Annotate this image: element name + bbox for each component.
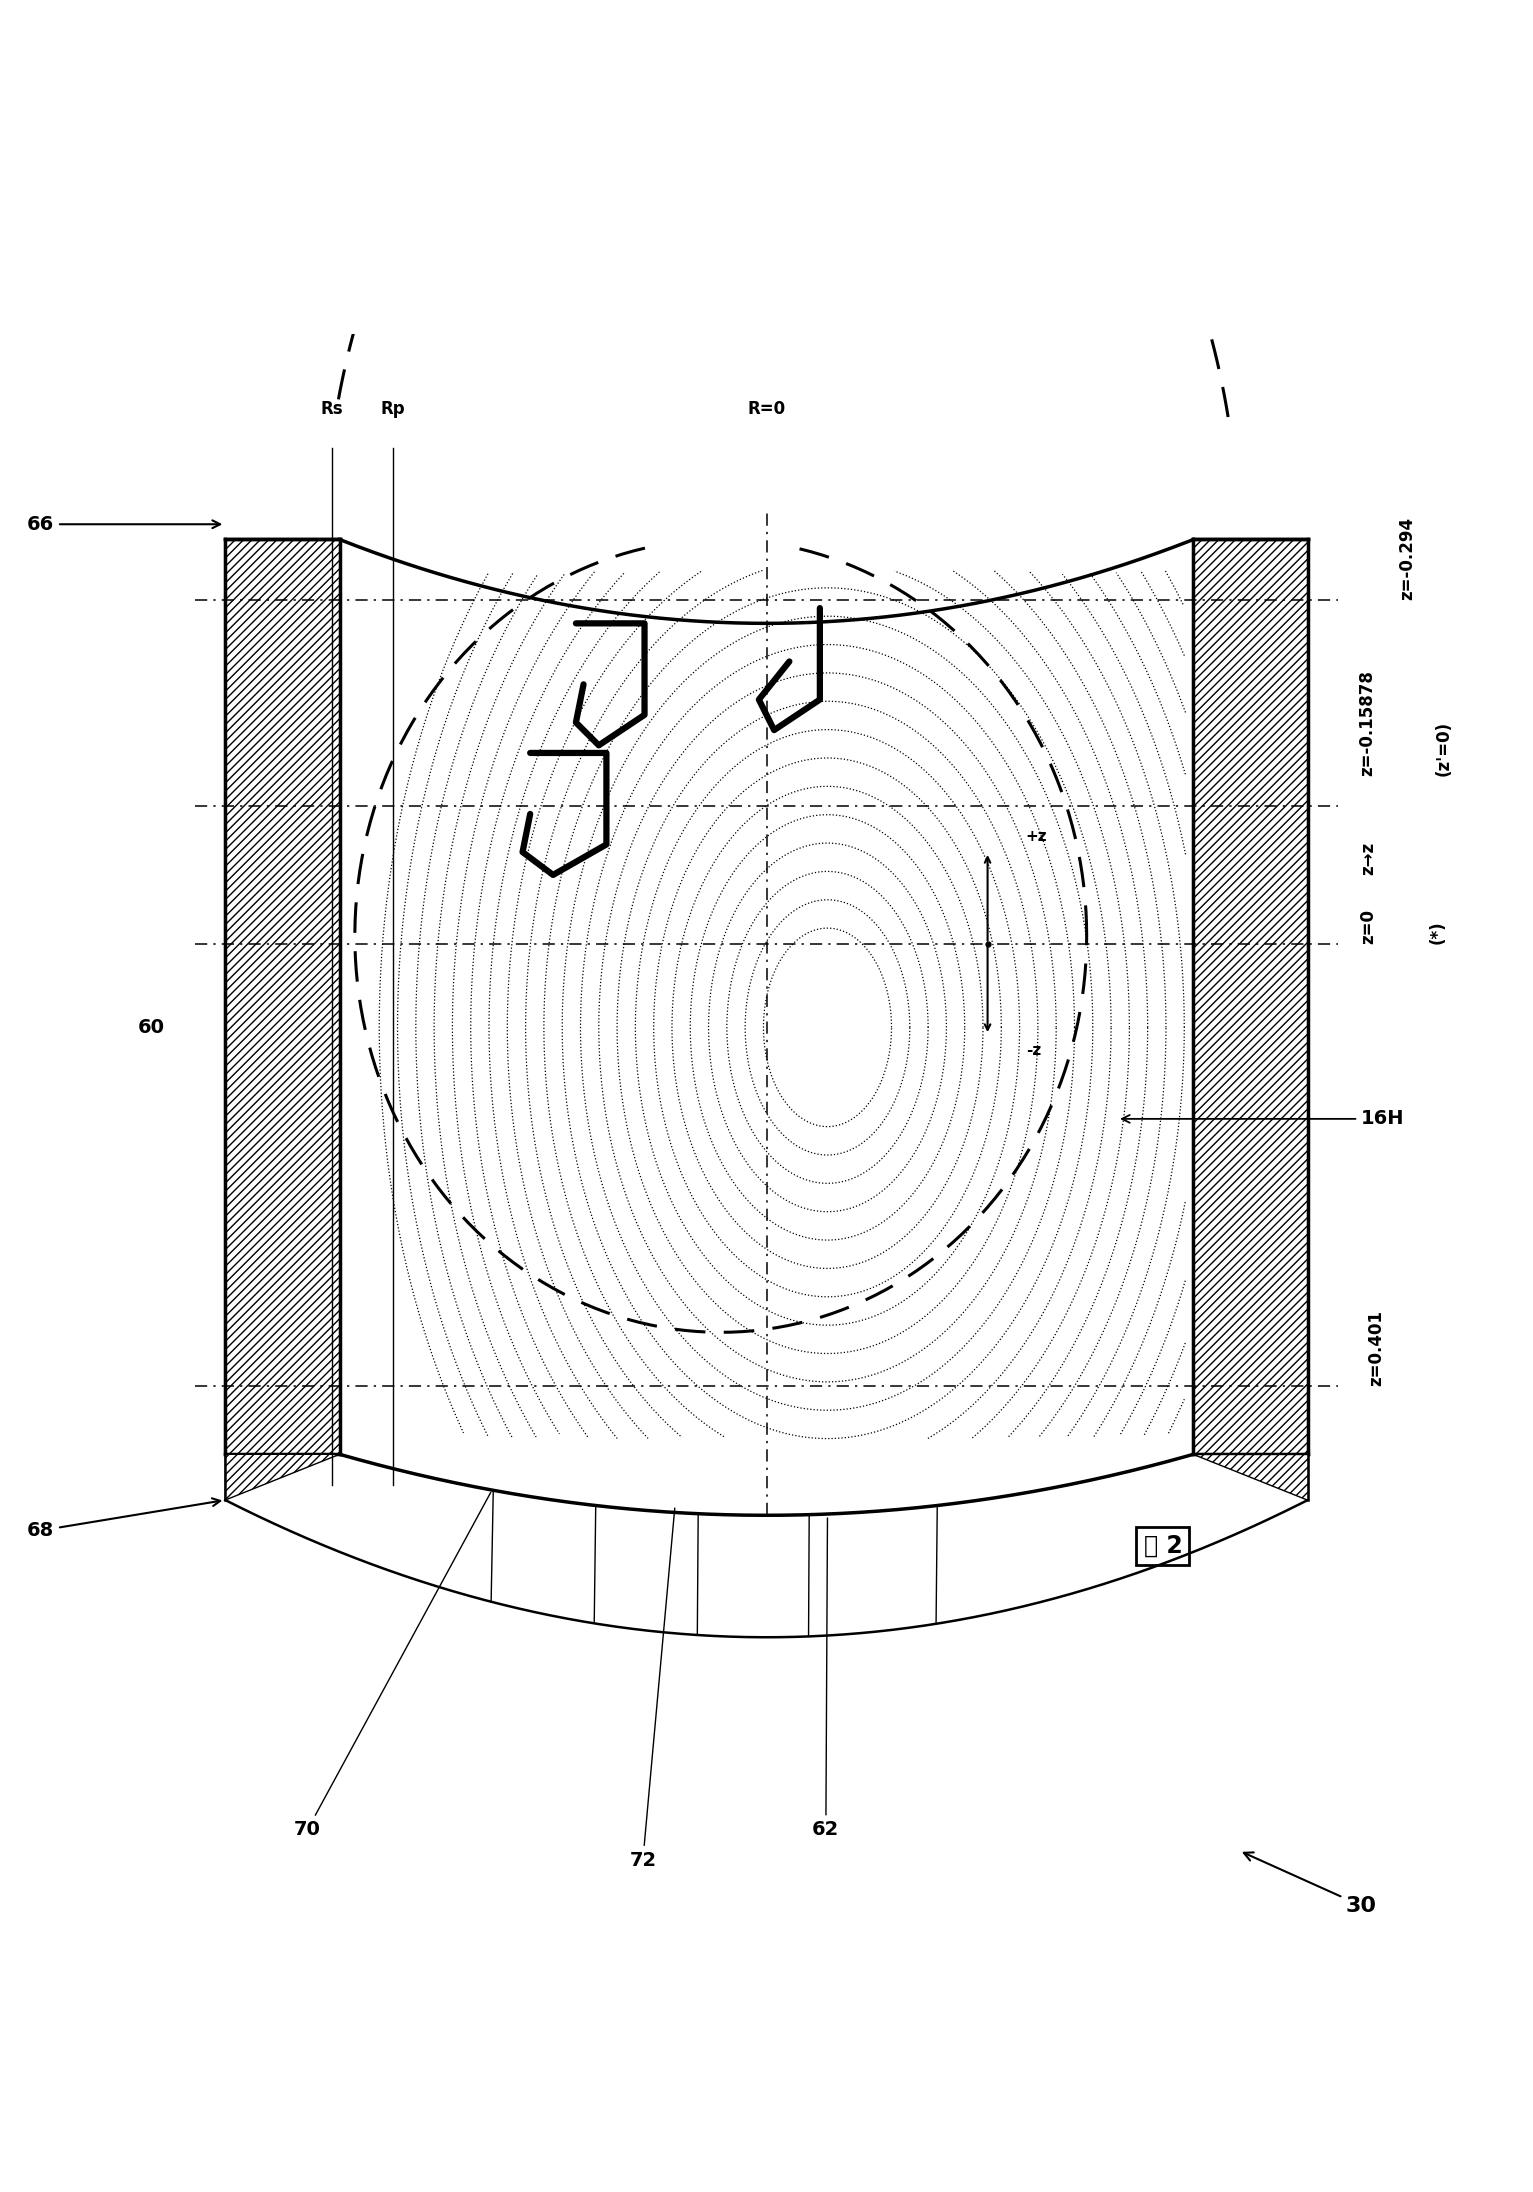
Text: 70: 70 bbox=[294, 1493, 491, 1839]
Text: z=-0.294: z=-0.294 bbox=[1398, 517, 1416, 601]
Text: z=0.401: z=0.401 bbox=[1367, 1309, 1386, 1385]
Text: R=0: R=0 bbox=[748, 399, 785, 416]
Text: 60: 60 bbox=[138, 1017, 164, 1037]
Text: 62: 62 bbox=[812, 1519, 840, 1839]
Text: 68: 68 bbox=[28, 1499, 221, 1541]
Text: -z: -z bbox=[1026, 1043, 1041, 1059]
Polygon shape bbox=[225, 1453, 340, 1499]
Text: 16H: 16H bbox=[1122, 1109, 1404, 1129]
Bar bbox=[225, 539, 340, 1453]
Text: Rp: Rp bbox=[380, 399, 405, 416]
Text: +z: +z bbox=[1026, 829, 1047, 844]
Text: z=0: z=0 bbox=[1360, 907, 1378, 943]
Text: z=-0.15878: z=-0.15878 bbox=[1358, 671, 1377, 776]
Text: Rs: Rs bbox=[320, 399, 343, 416]
Text: (z'=0): (z'=0) bbox=[1435, 721, 1453, 776]
Polygon shape bbox=[1193, 1453, 1308, 1499]
Text: 30: 30 bbox=[1243, 1852, 1377, 1916]
Text: 66: 66 bbox=[28, 515, 221, 533]
Bar bbox=[1193, 539, 1308, 1453]
Text: 72: 72 bbox=[629, 1508, 675, 1870]
Text: (*): (*) bbox=[1429, 921, 1446, 943]
Text: 囲 2: 囲 2 bbox=[1144, 1534, 1182, 1559]
Text: z→z: z→z bbox=[1360, 842, 1378, 875]
